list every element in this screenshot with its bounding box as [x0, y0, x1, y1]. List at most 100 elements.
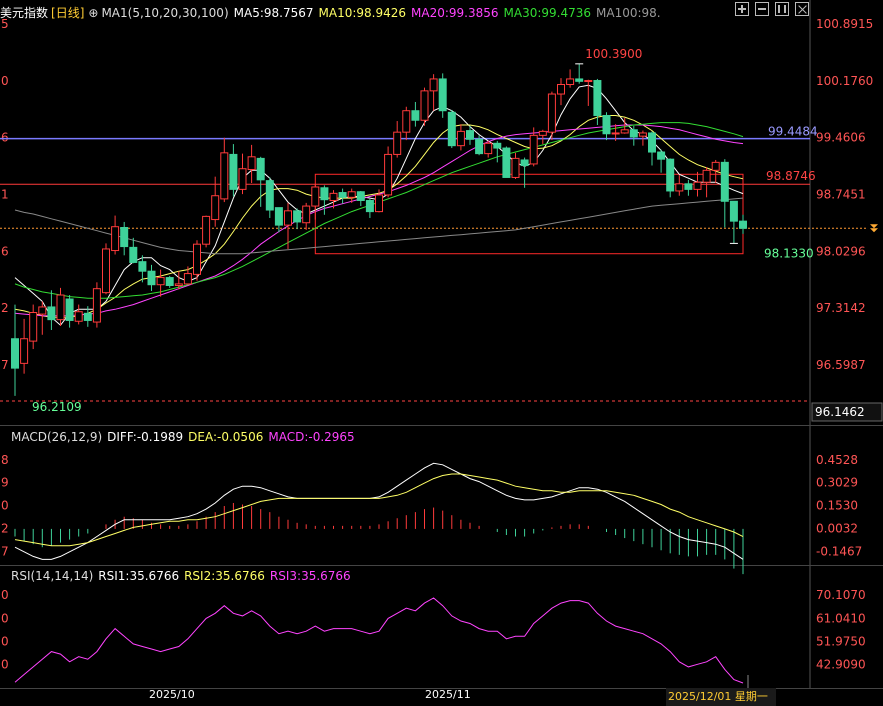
macd-readout: MACD:-0.2965 [268, 430, 355, 444]
macd-y-tick-label: 0.1530 [816, 499, 858, 513]
main-y-tick-label: 96.5987 [816, 358, 866, 372]
close-icon[interactable] [795, 2, 809, 16]
macd-left-tick-label: 0 [1, 499, 9, 513]
candle-body [484, 142, 493, 155]
period-label[interactable]: [日线] [51, 6, 85, 20]
rsi3-readout: RSI3:35.6766 [269, 569, 351, 583]
candle-body [493, 142, 502, 149]
candle-body [302, 205, 311, 224]
candle-body [584, 80, 593, 83]
candle-body [111, 226, 120, 252]
candle-body [11, 338, 19, 369]
candle-body [547, 93, 556, 133]
main-left-tick-label: 2 [1, 301, 9, 315]
rsi-title[interactable]: RSI(14,14,14) [11, 569, 94, 583]
candles-group [11, 63, 747, 396]
red-line-label: 98.8746 [766, 169, 816, 183]
candle-body [102, 248, 110, 294]
macd-line-dea [14, 473, 744, 547]
main-left-tick-label: 7 [1, 358, 9, 372]
candle-body [420, 90, 429, 121]
macd-left-tick-label: 2 [1, 521, 9, 535]
candle-body [602, 114, 611, 135]
candle-body [648, 132, 656, 153]
dea-readout: DEA:-0.0506 [188, 430, 264, 444]
macd-title[interactable]: MACD(26,12,9) [11, 430, 103, 444]
instrument-title: 美元指数 [0, 6, 49, 20]
candle-body [256, 157, 265, 181]
candle-body [693, 181, 702, 190]
rsi-y-tick-label: 42.9090 [816, 658, 866, 672]
candle-body [56, 294, 65, 321]
candle-body [138, 261, 147, 272]
rsi-y-tick-label: 51.9750 [816, 634, 866, 648]
ma20-readout: MA20:99.3856 [411, 6, 499, 20]
candle-body [83, 312, 92, 321]
main-y-tick-label: 100.1760 [816, 74, 873, 88]
candle-body [202, 215, 211, 245]
main-y-tick-label: 98.0296 [816, 244, 866, 258]
candle-body [557, 83, 565, 95]
settings-icon[interactable]: ⊕ [88, 6, 99, 20]
candle-body [311, 186, 320, 207]
candle-body [438, 78, 447, 112]
main-y-tick-label: 97.3142 [816, 301, 866, 315]
candle-body [720, 161, 729, 202]
expand-icon[interactable] [775, 2, 789, 16]
candle-body [529, 134, 538, 165]
candle-body [356, 191, 365, 201]
candle-body [657, 151, 666, 160]
ma-indicator-title[interactable]: MA1(5,10,20,30,100) [101, 6, 229, 20]
main-left-tick-label: 1 [1, 188, 9, 202]
candle-body [156, 277, 165, 286]
rsi-left-tick-label: 0 [1, 588, 9, 602]
macd-panel-header: MACD(26,12,9) DIFF:-0.1989 DEA:-0.0506 MACD… [0, 427, 360, 447]
macd-y-tick-label: -0.1467 [816, 544, 862, 558]
main-y-tick-label: 100.8915 [816, 17, 873, 31]
candle-body [129, 246, 138, 263]
candle-body [220, 152, 229, 200]
candle-body [174, 283, 183, 286]
ma100-readout: MA100:98. [596, 6, 661, 20]
zoom-in-icon[interactable] [735, 2, 749, 16]
macd-y-tick-label: 0.0032 [816, 521, 858, 535]
candle-body [520, 159, 529, 167]
rsi-left-tick-label: 0 [1, 658, 9, 672]
candle-body [666, 158, 675, 192]
candle-body [74, 311, 83, 322]
ma30-readout: MA30:99.4736 [503, 6, 592, 20]
candle-body [65, 298, 74, 321]
candle-body [338, 192, 347, 198]
zoom-out-icon[interactable] [755, 2, 769, 16]
candle-body [274, 207, 283, 226]
candle-body [620, 129, 629, 134]
x-label-oct: 2025/10 [149, 688, 195, 701]
rsi-left-tick-label: 0 [1, 611, 9, 625]
candle-body [566, 78, 575, 85]
candle-body [92, 288, 101, 323]
blue-line-label: 99.4484 [768, 125, 818, 139]
candle-body [456, 130, 465, 147]
candle-body [538, 130, 547, 136]
candle-body [675, 183, 684, 192]
candle-body [284, 210, 292, 226]
candle-body [329, 192, 338, 201]
candle-body [265, 180, 274, 211]
candle-body [475, 138, 484, 155]
candle-body [511, 157, 520, 178]
candle-body [320, 187, 329, 201]
price-box-label: 96.1462 [815, 405, 865, 419]
main-left-tick-label: 5 [1, 17, 9, 31]
rsi-panel-header: RSI(14,14,14) RSI1:35.6766 RSI2:35.6766 RSI… [0, 566, 356, 586]
last-low-annotation: 98.1330 [764, 246, 814, 260]
candle-body [466, 130, 474, 140]
rsi-y-tick-label: 61.0410 [816, 611, 866, 625]
macd-left-tick-label: 8 [1, 453, 9, 467]
main-left-tick-label: 6 [1, 244, 9, 258]
rsi1-readout: RSI1:35.6766 [98, 569, 180, 583]
diff-readout: DIFF:-0.1989 [107, 430, 184, 444]
candle-body [739, 220, 747, 229]
candle-body [375, 194, 383, 213]
